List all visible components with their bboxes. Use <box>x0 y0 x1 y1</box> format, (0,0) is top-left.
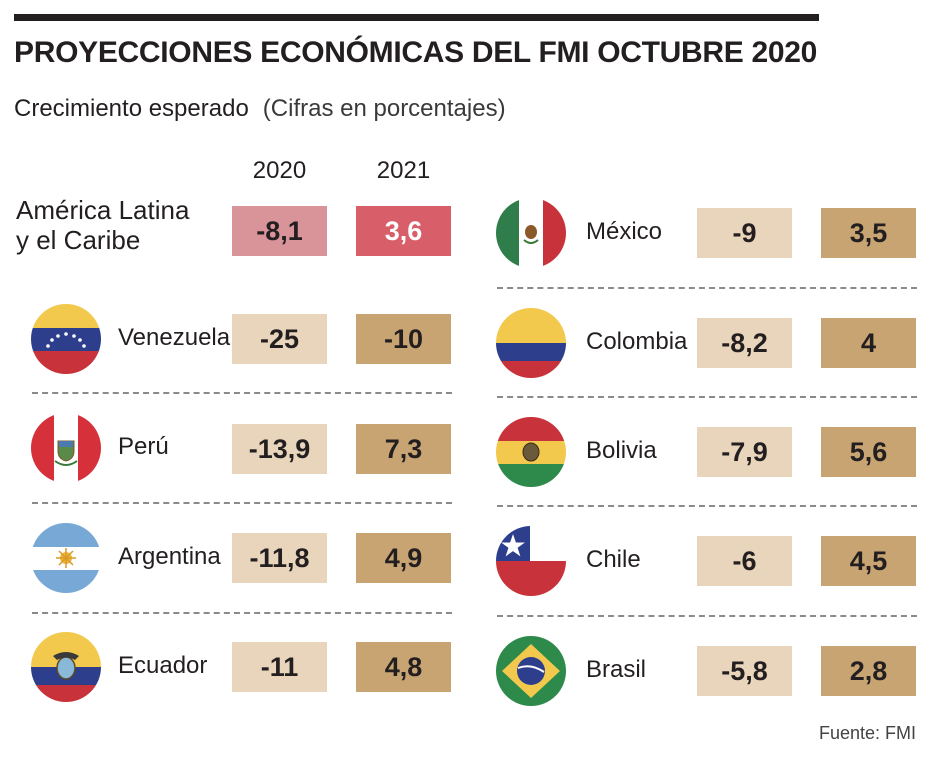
bolivia-value-2020: -7,9 <box>697 427 792 477</box>
peru-value-2021: 7,3 <box>356 424 451 474</box>
argentina-value-2021: 4,9 <box>356 533 451 583</box>
country-name-chile: Chile <box>586 546 641 573</box>
brasil-flag-icon <box>496 636 566 706</box>
brasil-value-2021: 2,8 <box>821 646 916 696</box>
peru-flag-icon <box>31 413 101 483</box>
row-divider <box>32 392 452 394</box>
bolivia-flag-icon <box>496 417 566 487</box>
row-divider <box>32 612 452 614</box>
country-name-bolivia: Bolivia <box>586 437 657 464</box>
country-name-peru: Perú <box>118 433 169 460</box>
top-rule <box>14 14 819 21</box>
argentina-value-2020: -11,8 <box>232 533 327 583</box>
country-name-argentina: Argentina <box>118 543 221 570</box>
region-label-line1: América Latina <box>16 195 190 225</box>
subtitle-note: (Cifras en porcentajes) <box>262 95 506 122</box>
country-name-venezuela: Venezuela <box>118 324 231 351</box>
chart-title: PROYECCIONES ECONÓMICAS DEL FMI OCTUBRE … <box>14 36 818 69</box>
column-header-2020: 2020 <box>252 157 307 184</box>
row-divider <box>497 396 917 398</box>
country-name-ecuador: Ecuador <box>118 652 208 679</box>
row-divider <box>32 502 452 504</box>
bolivia-value-2021: 5,6 <box>821 427 916 477</box>
chart-subtitle: Crecimiento esperado (Cifras en porcentaj… <box>14 95 506 123</box>
region-label: América Latina y el Caribe <box>16 195 189 255</box>
country-name-brasil: Brasil <box>586 656 647 683</box>
ecuador-flag-icon <box>31 632 101 702</box>
column-header-2021: 2021 <box>376 157 431 184</box>
ecuador-value-2021: 4,8 <box>356 642 451 692</box>
chile-flag-icon <box>496 526 566 596</box>
source-note: Fuente: FMI <box>818 723 916 743</box>
subtitle-main: Crecimiento esperado <box>14 95 249 122</box>
brasil-value-2020: -5,8 <box>697 646 792 696</box>
chile-value-2020: -6 <box>697 536 792 586</box>
row-divider <box>497 505 917 507</box>
venezuela-value-2020: -25 <box>232 314 327 364</box>
row-divider <box>497 287 917 289</box>
colombia-value-2021: 4 <box>821 318 916 368</box>
country-name-mexico: México <box>586 218 663 245</box>
peru-value-2020: -13,9 <box>232 424 327 474</box>
mexico-flag-icon <box>496 198 566 268</box>
colombia-value-2020: -8,2 <box>697 318 792 368</box>
mexico-value-2020: -9 <box>697 208 792 258</box>
row-divider <box>497 615 917 617</box>
country-name-colombia: Colombia <box>586 328 688 355</box>
chile-value-2021: 4,5 <box>821 536 916 586</box>
region-value-2021: 3,6 <box>356 206 451 256</box>
venezuela-value-2021: -10 <box>356 314 451 364</box>
venezuela-flag-icon <box>31 304 101 374</box>
colombia-flag-icon <box>496 308 566 378</box>
mexico-value-2021: 3,5 <box>821 208 916 258</box>
ecuador-value-2020: -11 <box>232 642 327 692</box>
region-label-line2: y el Caribe <box>16 225 141 255</box>
region-value-2020: -8,1 <box>232 206 327 256</box>
argentina-flag-icon <box>31 523 101 593</box>
